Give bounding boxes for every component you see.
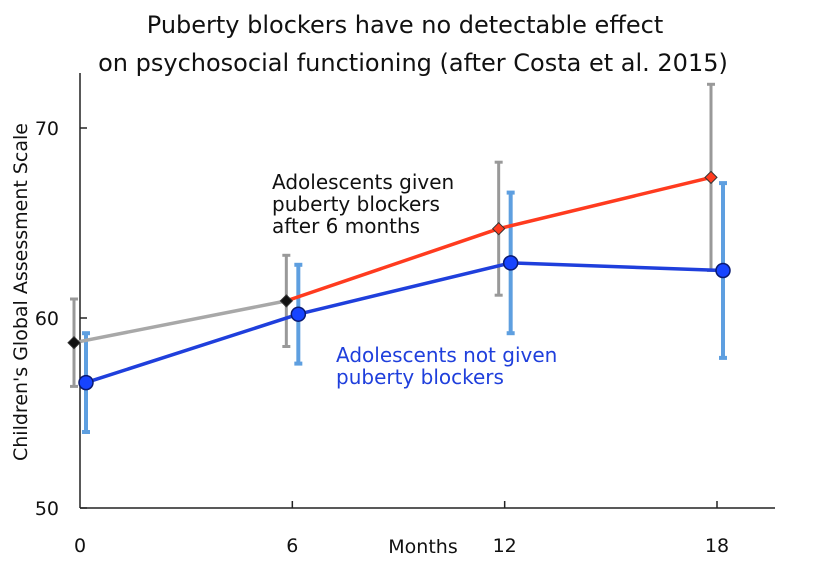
marker-given (279, 294, 294, 308)
marker-given (67, 335, 81, 350)
x-tick-label: 18 (705, 535, 729, 557)
x-axis-label: Months (388, 536, 457, 558)
annotation-given-line-3: after 6 months (272, 214, 420, 238)
chart-title-line-1: Puberty blockers have no detectable effe… (147, 11, 663, 39)
line-segment-given (496, 175, 713, 231)
annotation-given-line-2: puberty blockers (272, 192, 440, 216)
annotation-not-given-blockers: Adolescents not given puberty blockers (336, 343, 564, 389)
marker-not-given (78, 374, 94, 391)
marker-not-given (502, 255, 519, 271)
x-tick-label: 12 (493, 535, 517, 557)
annotation-not-given-line-1: Adolescents not given (336, 343, 557, 367)
marker-given (491, 221, 506, 236)
marker-given (704, 170, 718, 185)
line-segment-given (72, 299, 289, 345)
annotation-given-blockers: Adolescents given puberty blockers after… (272, 170, 461, 238)
x-tick-label: 6 (286, 535, 298, 557)
annotation-given-line-1: Adolescents given (272, 170, 454, 194)
y-axis-label: Children's Global Assessment Scale (10, 123, 32, 461)
line-segment-given (284, 226, 501, 303)
chart-title: Puberty blockers have no detectable effe… (98, 11, 728, 77)
line-not-given (85, 261, 724, 385)
y-tick-label: 60 (35, 308, 59, 330)
x-tick-label: 0 (74, 535, 86, 557)
y-tick-label: 70 (35, 118, 59, 140)
annotation-not-given-line-2: puberty blockers (336, 365, 504, 389)
y-tick-label: 50 (35, 498, 59, 520)
marker-not-given (715, 262, 731, 279)
chart-title-line-2: on psychosocial functioning (after Costa… (98, 49, 728, 77)
marker-not-given (290, 306, 307, 322)
